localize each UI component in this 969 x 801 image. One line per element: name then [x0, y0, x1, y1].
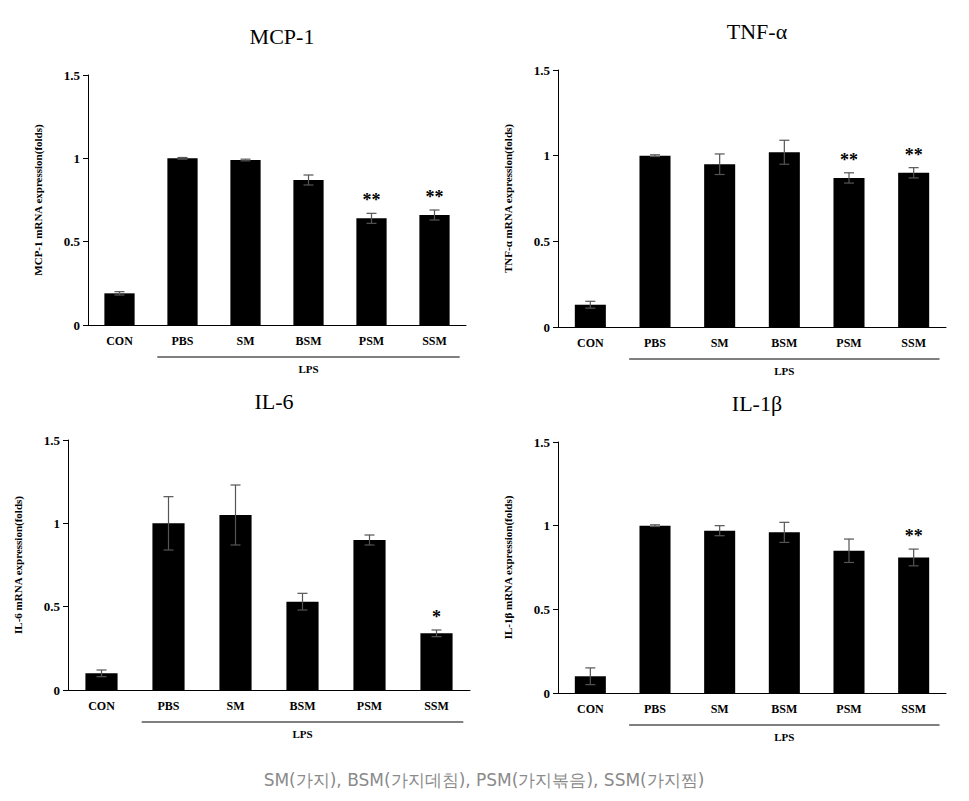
svg-text:PSM: PSM — [836, 336, 861, 350]
svg-text:PBS: PBS — [171, 334, 193, 348]
svg-text:SM: SM — [711, 702, 729, 716]
svg-text:0.5: 0.5 — [534, 234, 551, 249]
svg-text:IL-6 mRNA expression(folds): IL-6 mRNA expression(folds) — [12, 496, 25, 634]
svg-text:0.5: 0.5 — [534, 602, 551, 617]
svg-text:0: 0 — [54, 683, 61, 698]
svg-text:1: 1 — [544, 518, 551, 533]
svg-text:0: 0 — [74, 318, 81, 333]
svg-text:BSM: BSM — [771, 336, 797, 350]
svg-text:CON: CON — [88, 699, 115, 713]
svg-text:PBS: PBS — [644, 336, 666, 350]
svg-text:1.5: 1.5 — [534, 63, 551, 78]
svg-text:0: 0 — [544, 320, 551, 335]
svg-text:**: ** — [905, 145, 923, 165]
svg-text:SM(가지), BSM(가지데침), PSM(가지볶음),: SM(가지), BSM(가지데침), PSM(가지볶음), SSM(가지찜) — [264, 770, 705, 790]
svg-text:SM: SM — [227, 699, 245, 713]
svg-text:PBS: PBS — [644, 702, 666, 716]
svg-text:CON: CON — [577, 702, 604, 716]
svg-text:SSM: SSM — [901, 336, 926, 350]
svg-text:BSM: BSM — [289, 699, 315, 713]
svg-text:SM: SM — [711, 336, 729, 350]
svg-text:1.5: 1.5 — [534, 435, 551, 450]
svg-text:BSM: BSM — [295, 334, 321, 348]
svg-text:SM: SM — [237, 334, 255, 348]
svg-text:TNF-α mRNA expression(folds): TNF-α mRNA expression(folds) — [502, 124, 515, 273]
svg-text:LPS: LPS — [774, 731, 794, 743]
svg-text:**: ** — [363, 190, 381, 210]
svg-text:LPS: LPS — [774, 365, 794, 377]
svg-text:1.5: 1.5 — [64, 68, 81, 83]
svg-text:*: * — [432, 607, 441, 627]
svg-text:SSM: SSM — [422, 334, 447, 348]
svg-text:1: 1 — [74, 151, 81, 166]
svg-text:MCP-1: MCP-1 — [250, 24, 315, 49]
svg-text:IL-6: IL-6 — [254, 389, 293, 414]
svg-text:TNF-α: TNF-α — [727, 19, 788, 44]
svg-text:IL-1β mRNA expression(folds): IL-1β mRNA expression(folds) — [502, 495, 515, 639]
svg-text:SSM: SSM — [901, 702, 926, 716]
svg-text:LPS: LPS — [298, 363, 318, 375]
svg-text:0: 0 — [544, 686, 551, 701]
svg-text:0.5: 0.5 — [44, 599, 61, 614]
svg-text:1: 1 — [544, 148, 551, 163]
svg-text:CON: CON — [106, 334, 133, 348]
svg-text:CON: CON — [577, 336, 604, 350]
svg-text:PSM: PSM — [836, 702, 861, 716]
svg-text:MCP-1 mRNA expression(folds): MCP-1 mRNA expression(folds) — [32, 124, 45, 276]
svg-text:LPS: LPS — [292, 728, 312, 740]
svg-text:PSM: PSM — [357, 699, 382, 713]
svg-text:**: ** — [905, 526, 923, 546]
svg-text:SSM: SSM — [424, 699, 449, 713]
svg-text:**: ** — [426, 187, 444, 207]
svg-text:0.5: 0.5 — [64, 234, 81, 249]
svg-text:IL-1β: IL-1β — [732, 391, 782, 416]
svg-text:1.5: 1.5 — [44, 433, 61, 448]
svg-text:PBS: PBS — [157, 699, 179, 713]
svg-text:BSM: BSM — [771, 702, 797, 716]
svg-text:1: 1 — [54, 516, 61, 531]
svg-text:PSM: PSM — [359, 334, 384, 348]
svg-text:**: ** — [840, 150, 858, 170]
